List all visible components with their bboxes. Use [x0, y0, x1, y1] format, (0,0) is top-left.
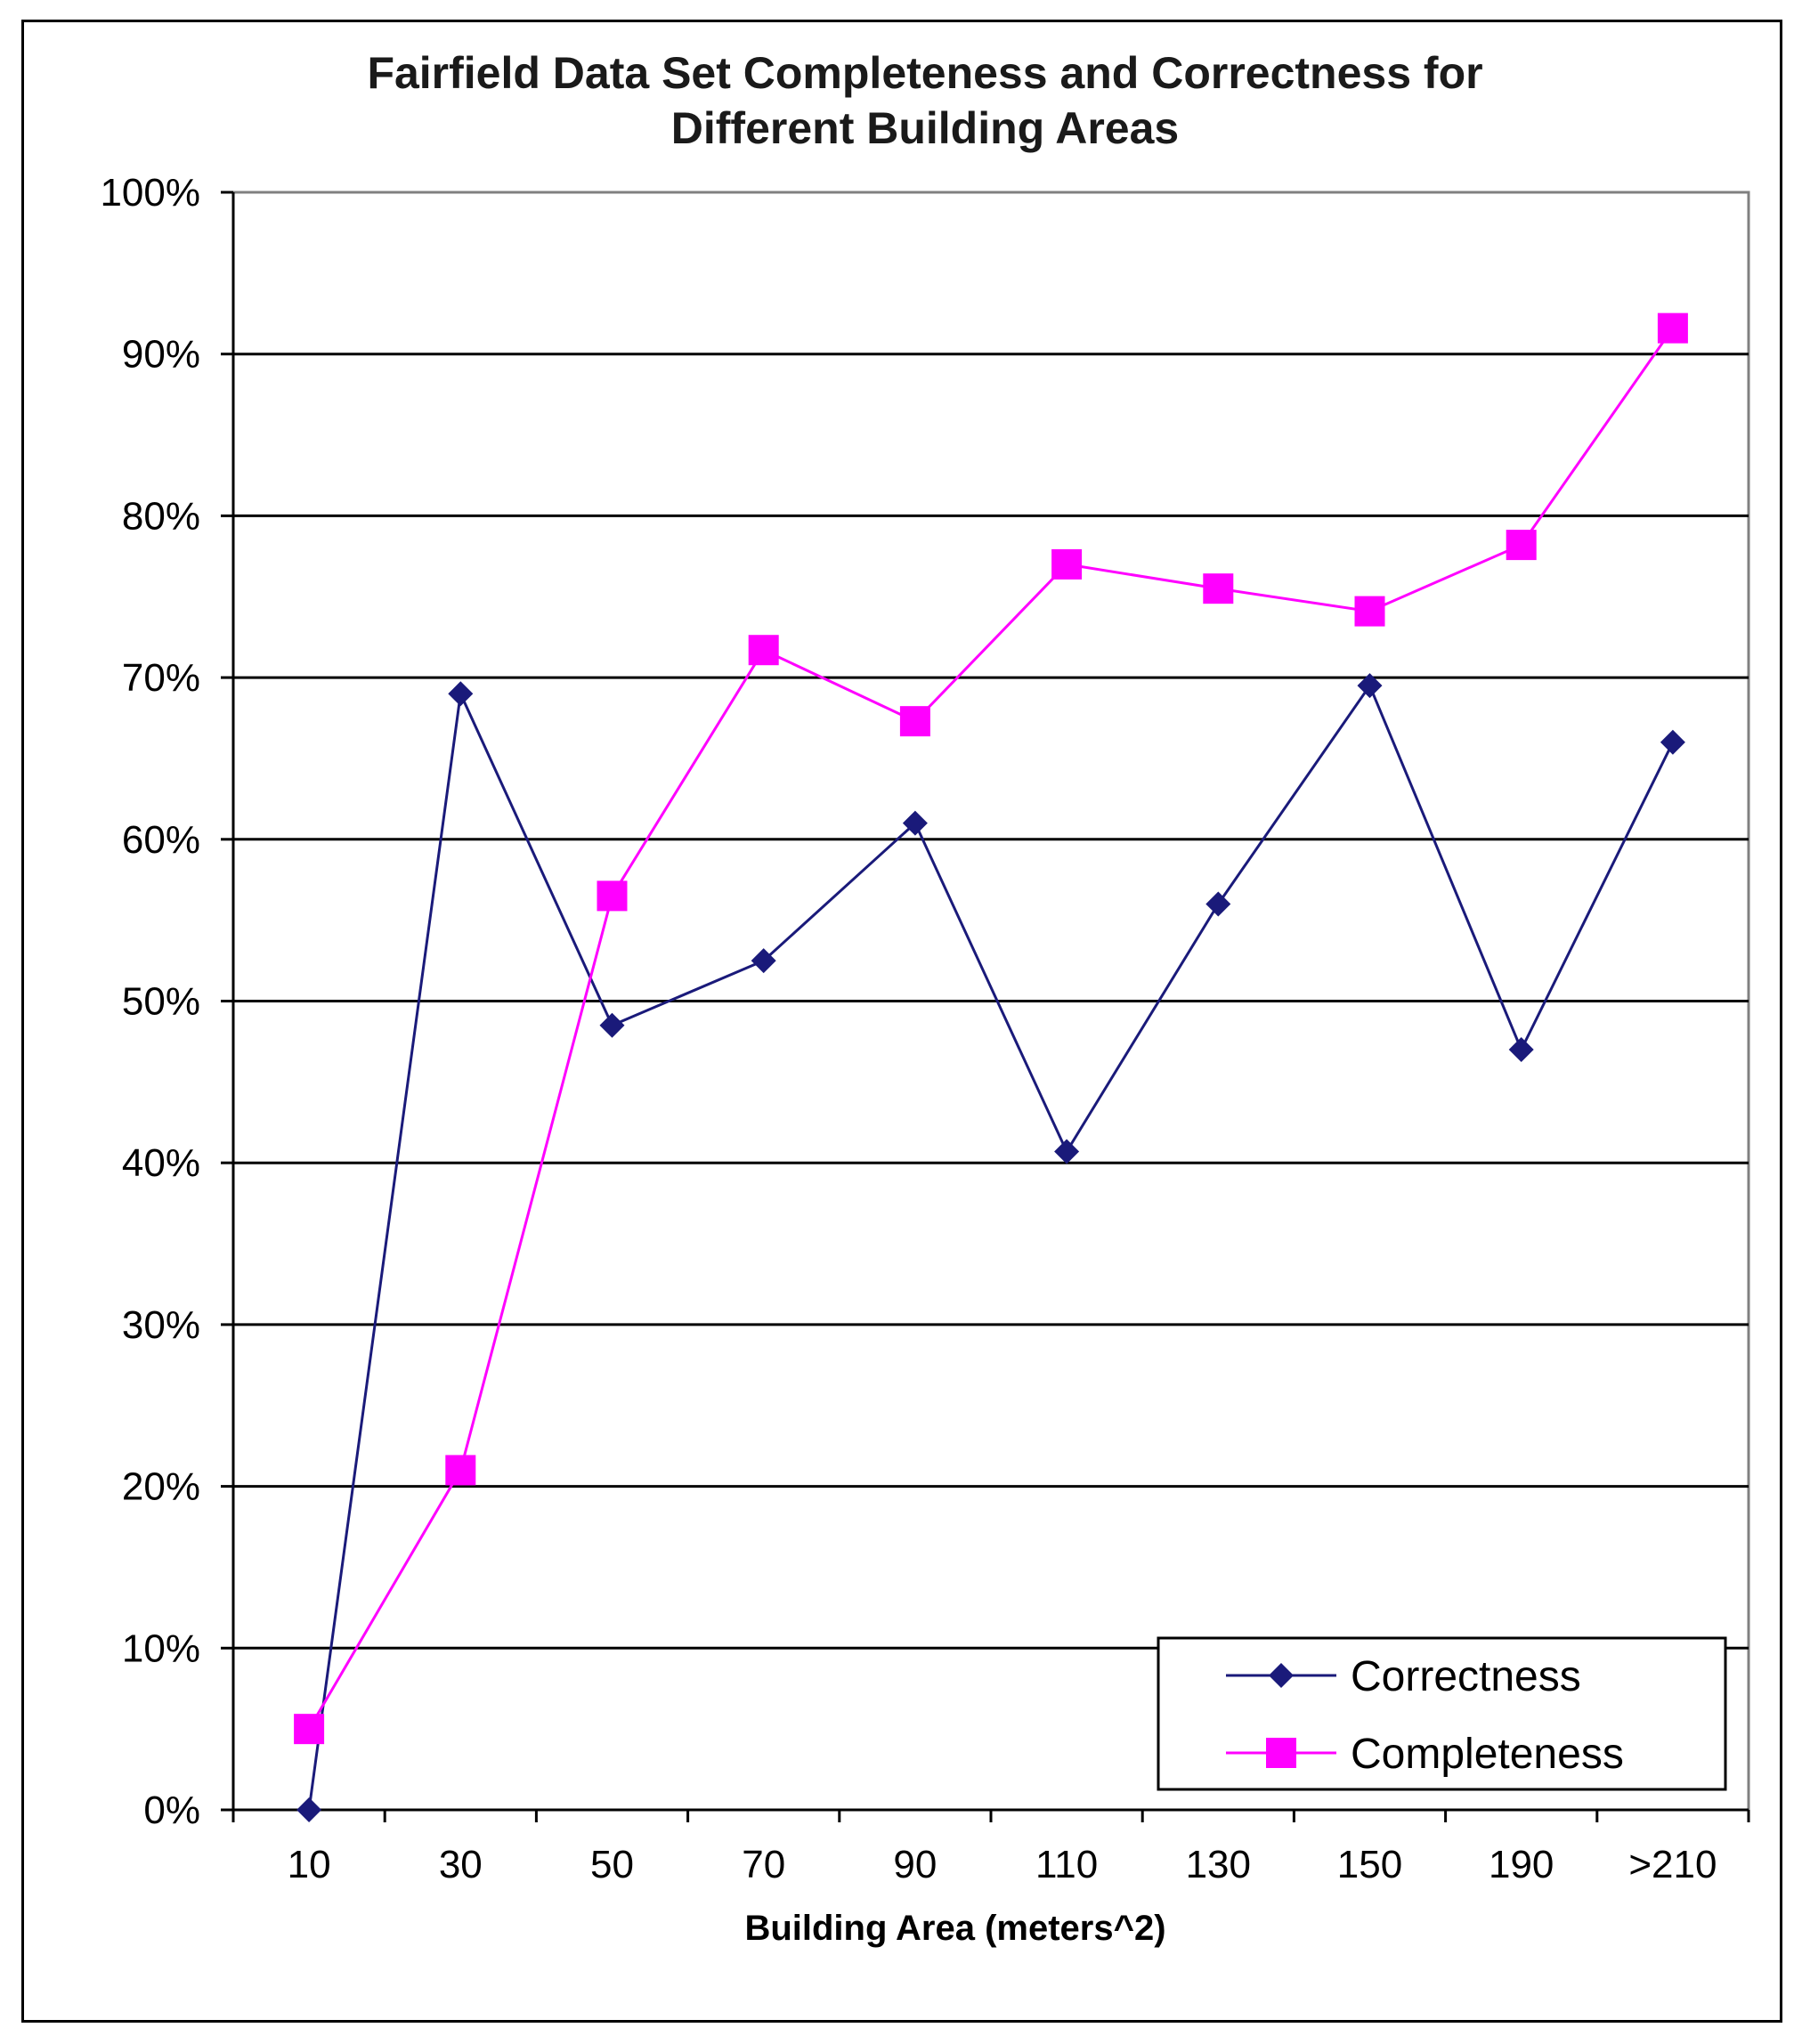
- legend-completeness-label: Completeness: [1351, 1731, 1624, 1778]
- x-tick-label-8: 190: [1489, 1843, 1554, 1886]
- y-tick-label-10: 10%: [122, 1626, 200, 1670]
- y-tick-label-80: 80%: [122, 494, 200, 538]
- completeness-line: [307, 327, 1675, 1730]
- y-tick-label-50: 50%: [122, 980, 200, 1024]
- x-tick-label-0: 10: [288, 1843, 331, 1886]
- correctness-point-5: [1054, 1139, 1080, 1164]
- x-tick-label-5: 110: [1035, 1843, 1098, 1886]
- completeness-point-7: [1354, 596, 1385, 627]
- chart-svg: Fairfield Data Set Completeness and Corr…: [100, 48, 1750, 1948]
- y-tick-label-30: 30%: [122, 1303, 200, 1347]
- legend: Correctness Completeness: [1157, 1636, 1727, 1791]
- completeness-point-0: [294, 1714, 325, 1745]
- completeness-point-2: [597, 880, 628, 912]
- correctness-point-7: [1357, 673, 1383, 699]
- correctness-point-1: [448, 681, 474, 707]
- y-axis-ticks: 0% 10% 20% 30% 40% 50% 60% 70% 80% 90% 100%: [100, 171, 235, 1832]
- y-tick-label-100: 100%: [100, 171, 200, 215]
- y-tick-label-0: 0%: [143, 1788, 200, 1832]
- y-tick-label-60: 60%: [122, 818, 200, 862]
- completeness-point-8: [1506, 530, 1537, 561]
- x-tick-label-9: >210: [1628, 1843, 1717, 1886]
- correctness-point-2: [599, 1012, 625, 1038]
- correctness-point-8: [1508, 1037, 1534, 1063]
- x-tick-label-4: 90: [893, 1843, 937, 1886]
- x-tick-label-1: 30: [439, 1843, 483, 1886]
- series-layer: [294, 312, 1688, 1822]
- correctness-point-3: [751, 948, 776, 974]
- x-tick-label-7: 150: [1337, 1843, 1402, 1886]
- x-tick-label-6: 130: [1186, 1843, 1251, 1886]
- correctness-point-9: [1660, 729, 1685, 755]
- correctness-point-6: [1205, 891, 1231, 917]
- y-tick-label-70: 70%: [122, 656, 200, 700]
- correctness-line: [307, 683, 1675, 1811]
- x-tick-label-2: 50: [590, 1843, 634, 1886]
- correctness-point-4: [902, 810, 928, 836]
- completeness-point-3: [748, 635, 779, 666]
- legend-box: [1157, 1636, 1727, 1791]
- x-tick-label-3: 70: [742, 1843, 785, 1886]
- legend-correctness-marker: [1269, 1663, 1294, 1688]
- legend-correctness-label: Correctness: [1351, 1653, 1581, 1700]
- x-axis-title: Building Area (meters^2): [744, 1909, 1165, 1948]
- completeness-point-4: [899, 706, 930, 737]
- legend-completeness-marker: [1266, 1738, 1296, 1768]
- x-axis-ticks: 10 30 50 70 90 110 130 150 190 >210: [231, 1808, 1750, 1886]
- completeness-point-6: [1203, 573, 1234, 604]
- series-correctness: [296, 673, 1685, 1822]
- chart-frame: Fairfield Data Set Completeness and Corr…: [21, 20, 1782, 2023]
- y-tick-label-90: 90%: [122, 333, 200, 377]
- chart-title-line-2: Different Building Areas: [671, 103, 1179, 153]
- completeness-point-1: [445, 1455, 476, 1486]
- y-tick-label-20: 20%: [122, 1465, 200, 1509]
- completeness-point-9: [1657, 312, 1688, 344]
- completeness-point-5: [1051, 548, 1083, 580]
- chart-title-line-1: Fairfield Data Set Completeness and Corr…: [367, 48, 1482, 98]
- correctness-point-0: [296, 1797, 322, 1822]
- series-completeness: [294, 312, 1688, 1745]
- y-tick-label-40: 40%: [122, 1141, 200, 1185]
